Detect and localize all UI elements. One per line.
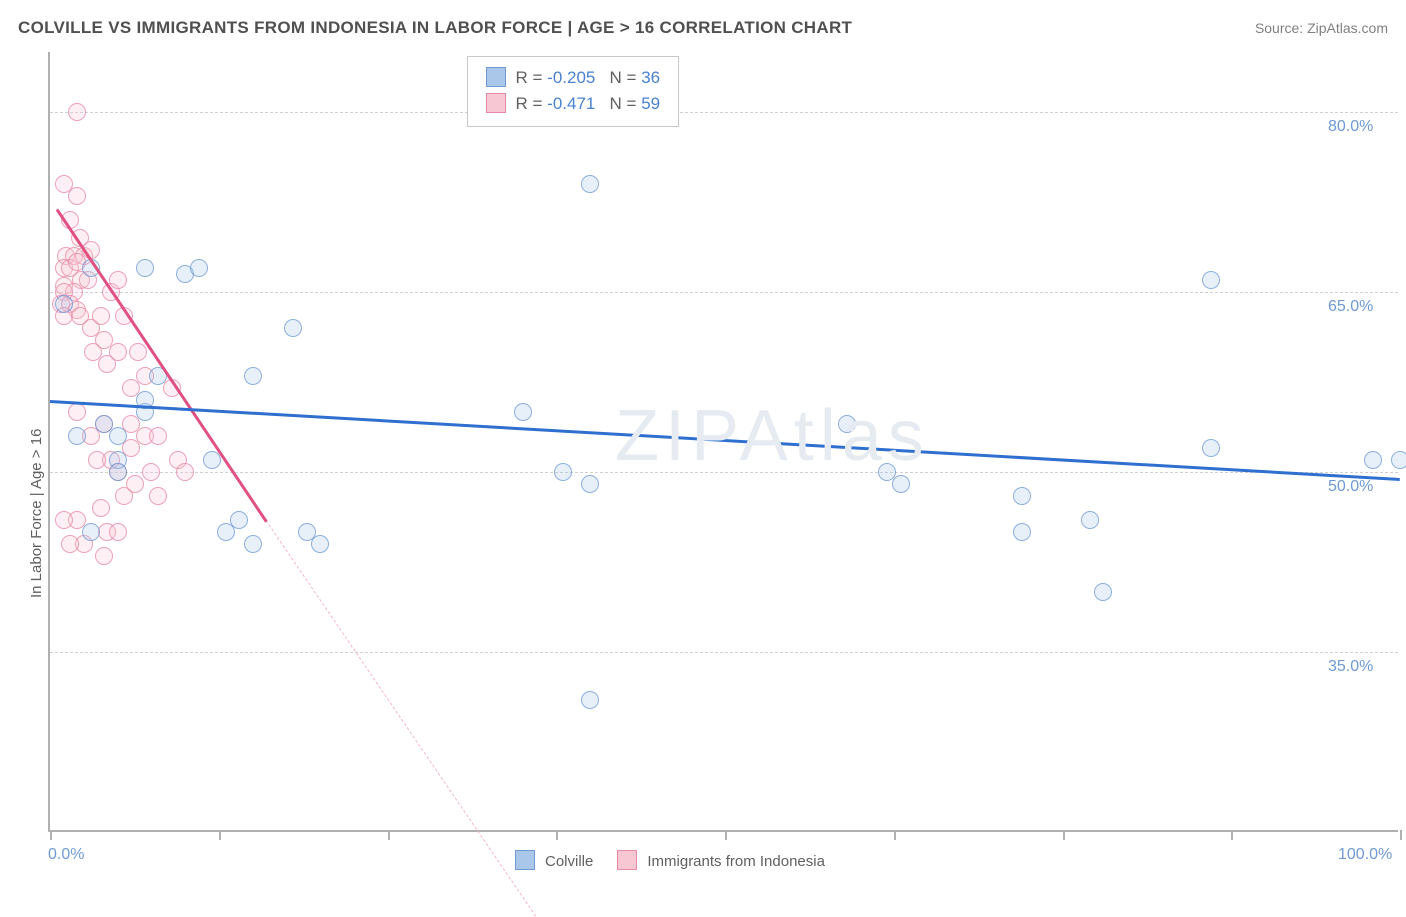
indonesia-point	[109, 523, 127, 541]
legend-item: Immigrants from Indonesia	[617, 850, 825, 870]
x-tick	[894, 830, 896, 840]
indonesia-point	[92, 499, 110, 517]
gridline	[50, 112, 1398, 113]
indonesia-point	[68, 403, 86, 421]
indonesia-point	[176, 463, 194, 481]
stat-row: R = -0.471 N = 59	[486, 91, 661, 117]
x-tick	[219, 830, 221, 840]
colville-point	[581, 175, 599, 193]
colville-point	[1391, 451, 1406, 469]
colville-point	[284, 319, 302, 337]
colville-point	[554, 463, 572, 481]
indonesia-trend-dashed	[266, 520, 537, 917]
legend-swatch	[486, 67, 506, 87]
x-max-label: 100.0%	[1338, 846, 1392, 864]
colville-point	[1202, 439, 1220, 457]
colville-point	[136, 259, 154, 277]
gridline	[50, 472, 1398, 473]
gridline	[50, 652, 1398, 653]
colville-point	[109, 463, 127, 481]
indonesia-point	[109, 271, 127, 289]
colville-point	[311, 535, 329, 553]
indonesia-point	[109, 343, 127, 361]
colville-point	[244, 535, 262, 553]
colville-point	[82, 523, 100, 541]
colville-point	[1202, 271, 1220, 289]
source-label: Source: ZipAtlas.com	[1255, 20, 1388, 36]
chart-plot-area	[48, 52, 1398, 832]
colville-point	[1364, 451, 1382, 469]
x-tick	[556, 830, 558, 840]
legend-label: Immigrants from Indonesia	[647, 853, 825, 870]
x-tick	[1231, 830, 1233, 840]
x-tick	[1400, 830, 1402, 840]
x-tick	[388, 830, 390, 840]
colville-point	[244, 367, 262, 385]
legend-label: Colville	[545, 853, 593, 870]
indonesia-point	[61, 535, 79, 553]
indonesia-point	[149, 427, 167, 445]
correlation-stat-box: R = -0.205 N = 36R = -0.471 N = 59	[467, 56, 680, 127]
x-min-label: 0.0%	[48, 846, 84, 864]
colville-point	[230, 511, 248, 529]
indonesia-point	[92, 307, 110, 325]
x-tick	[725, 830, 727, 840]
colville-point	[109, 427, 127, 445]
colville-point	[1094, 583, 1112, 601]
colville-point	[1013, 523, 1031, 541]
indonesia-point	[149, 487, 167, 505]
x-tick	[50, 830, 52, 840]
colville-point	[838, 415, 856, 433]
legend-swatch	[515, 850, 535, 870]
title-bar: COLVILLE VS IMMIGRANTS FROM INDONESIA IN…	[18, 18, 1388, 38]
gridline	[50, 292, 1398, 293]
y-tick-label: 50.0%	[1328, 478, 1373, 496]
colville-point	[514, 403, 532, 421]
indonesia-point	[88, 451, 106, 469]
x-tick	[1063, 830, 1065, 840]
legend-item: Colville	[515, 850, 593, 870]
colville-point	[55, 295, 73, 313]
colville-trendline	[50, 400, 1400, 481]
series-legend: Colville Immigrants from Indonesia	[515, 850, 825, 870]
colville-point	[1081, 511, 1099, 529]
indonesia-point	[68, 103, 86, 121]
indonesia-point	[55, 511, 73, 529]
y-axis-label: In Labor Force | Age > 16	[28, 429, 45, 598]
colville-point	[581, 691, 599, 709]
indonesia-point	[142, 463, 160, 481]
colville-point	[190, 259, 208, 277]
indonesia-point	[129, 343, 147, 361]
colville-point	[1013, 487, 1031, 505]
legend-swatch	[617, 850, 637, 870]
indonesia-point	[68, 187, 86, 205]
y-tick-label: 65.0%	[1328, 298, 1373, 316]
indonesia-trendline	[56, 209, 268, 523]
chart-title: COLVILLE VS IMMIGRANTS FROM INDONESIA IN…	[18, 18, 852, 38]
stat-row: R = -0.205 N = 36	[486, 65, 661, 91]
y-tick-label: 35.0%	[1328, 658, 1373, 676]
colville-point	[68, 427, 86, 445]
y-tick-label: 80.0%	[1328, 118, 1373, 136]
legend-swatch	[486, 93, 506, 113]
indonesia-point	[126, 475, 144, 493]
indonesia-point	[95, 547, 113, 565]
colville-point	[892, 475, 910, 493]
colville-point	[581, 475, 599, 493]
